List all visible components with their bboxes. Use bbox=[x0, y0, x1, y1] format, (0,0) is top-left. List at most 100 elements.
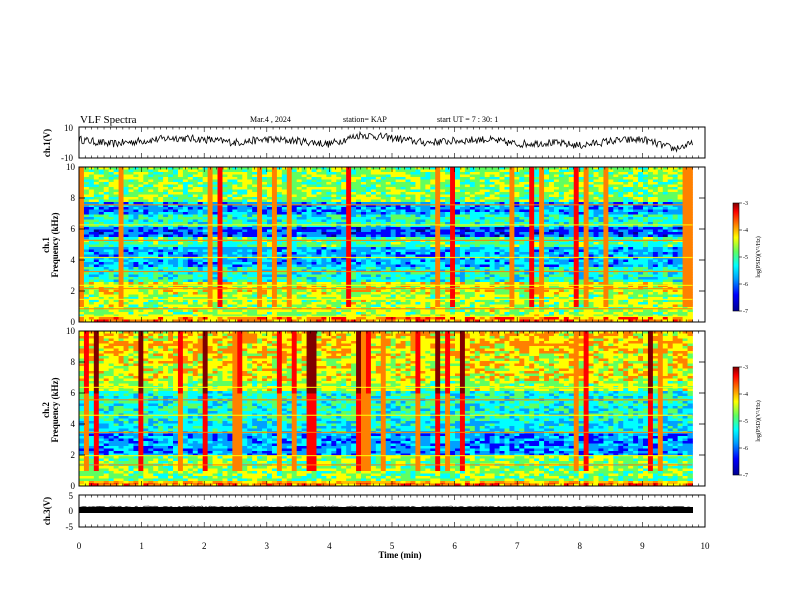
spectrogram-cell bbox=[103, 194, 110, 198]
spectrogram-cell bbox=[291, 214, 298, 218]
spectrogram-cell bbox=[455, 252, 461, 255]
spectrogram-cell bbox=[623, 204, 629, 208]
spectrogram-cell bbox=[123, 192, 129, 195]
spectrogram-cell bbox=[623, 182, 629, 185]
spectrogram-cell bbox=[682, 264, 688, 268]
spectrogram-cell bbox=[257, 187, 263, 190]
spectrogram-cell bbox=[232, 232, 238, 235]
spectrogram-cell bbox=[212, 214, 218, 218]
spectrogram-cell bbox=[608, 229, 614, 233]
spectrogram-cell bbox=[385, 204, 392, 208]
spectrogram-cell bbox=[370, 177, 377, 180]
spectrogram-cell bbox=[93, 232, 100, 235]
spectrogram-cell bbox=[128, 229, 134, 233]
spectrogram-cell bbox=[331, 257, 337, 260]
spectrogram-cell bbox=[271, 194, 278, 198]
spectrogram-cell bbox=[687, 229, 693, 233]
spectrogram-cell bbox=[603, 179, 609, 183]
spectrogram-cell bbox=[420, 227, 426, 230]
spectrogram-cell bbox=[598, 204, 604, 208]
spectrogram-cell bbox=[346, 182, 352, 185]
spectrogram-cell bbox=[489, 244, 495, 248]
spectrogram-cell bbox=[445, 237, 451, 240]
spectrogram-cell bbox=[608, 222, 614, 225]
spectrogram-cell bbox=[687, 232, 693, 235]
spectrogram-cell bbox=[425, 262, 431, 265]
spectrogram-cell bbox=[133, 172, 139, 175]
spectrogram-cell bbox=[113, 182, 119, 185]
spectrogram-cell bbox=[267, 262, 273, 265]
spectrogram-cell bbox=[113, 199, 119, 203]
spectrogram-cell bbox=[356, 224, 362, 228]
spectrogram-cell bbox=[603, 237, 609, 240]
spectrogram-cell bbox=[88, 222, 95, 225]
spectrogram-cell bbox=[133, 244, 139, 248]
spectrogram-cell bbox=[623, 254, 629, 258]
spectrogram-cell bbox=[504, 244, 510, 248]
spectrogram-cell bbox=[133, 212, 139, 215]
spectrogram-cell bbox=[286, 207, 293, 210]
spectrogram-cell bbox=[262, 204, 268, 208]
spectrogram-cell bbox=[687, 244, 693, 248]
spectrogram-cell bbox=[257, 262, 263, 265]
spectrogram-cell bbox=[197, 229, 204, 233]
spectrogram-cell bbox=[420, 187, 426, 190]
spectrogram-cell bbox=[395, 197, 401, 200]
spectrogram-cell bbox=[311, 227, 317, 230]
spectrogram-cell bbox=[544, 184, 550, 188]
spectrogram-cell bbox=[544, 169, 550, 173]
spectrogram-cell bbox=[227, 242, 233, 245]
spectrogram-cell bbox=[638, 259, 644, 263]
spectrogram-cell bbox=[232, 249, 238, 253]
spectrogram-cell bbox=[390, 262, 397, 265]
spectrogram-cell bbox=[128, 194, 134, 198]
spectrogram-cell bbox=[346, 172, 352, 175]
spectrogram-cell bbox=[504, 204, 510, 208]
spectrogram-cell bbox=[271, 234, 278, 238]
spectrogram-cell bbox=[207, 169, 213, 173]
spectrogram-cell bbox=[613, 219, 619, 223]
spectrogram-cell bbox=[583, 209, 589, 213]
spectrogram-cell bbox=[281, 177, 288, 180]
spectrogram-cell bbox=[395, 247, 401, 250]
spectrogram-cell bbox=[148, 187, 154, 190]
spectrogram-cell bbox=[197, 182, 204, 185]
spectrogram-cell bbox=[237, 167, 243, 170]
spectrogram-cell bbox=[153, 209, 159, 213]
spectrogram-cell bbox=[341, 227, 347, 230]
spectrogram-cell bbox=[291, 199, 298, 203]
spectrogram-cell bbox=[361, 202, 367, 205]
spectrogram-cell bbox=[603, 242, 609, 245]
spectrogram-cell bbox=[385, 222, 392, 225]
spectrogram-cell bbox=[79, 192, 85, 195]
spectrogram-cell bbox=[450, 194, 456, 198]
spectrogram-cell bbox=[296, 184, 303, 188]
spectrogram-cell bbox=[563, 214, 570, 218]
spectrogram-cell bbox=[395, 192, 401, 195]
spectrogram-cell bbox=[232, 174, 238, 178]
spectrogram-cell bbox=[613, 244, 619, 248]
spectrogram-cell bbox=[331, 264, 337, 268]
spectrogram-cell bbox=[351, 264, 357, 268]
spectrogram-cell bbox=[281, 204, 288, 208]
spectrogram-cell bbox=[687, 194, 693, 198]
spectrogram-cell bbox=[173, 244, 179, 248]
spectrogram-cell bbox=[687, 212, 693, 215]
spectrogram-cell bbox=[242, 177, 248, 180]
spectrogram-cell bbox=[375, 187, 382, 190]
spectrogram-cell bbox=[153, 212, 159, 215]
spectrogram-cell bbox=[578, 199, 585, 203]
spectrogram-cell bbox=[321, 229, 327, 233]
spectrogram-cell bbox=[425, 184, 431, 188]
spectrogram-cell bbox=[415, 227, 421, 230]
spectrogram-cell bbox=[450, 264, 456, 268]
spectrogram-cell bbox=[257, 212, 263, 215]
spectrogram-cell bbox=[479, 207, 486, 210]
spectrogram-cell bbox=[583, 202, 589, 205]
spectrogram-cell bbox=[247, 252, 253, 255]
spectrogram-cell bbox=[336, 202, 342, 205]
spectrogram-cell bbox=[232, 184, 238, 188]
spectrogram-cell bbox=[98, 229, 105, 233]
spectrogram-cell bbox=[494, 249, 500, 253]
spectrogram-cell bbox=[103, 214, 110, 218]
